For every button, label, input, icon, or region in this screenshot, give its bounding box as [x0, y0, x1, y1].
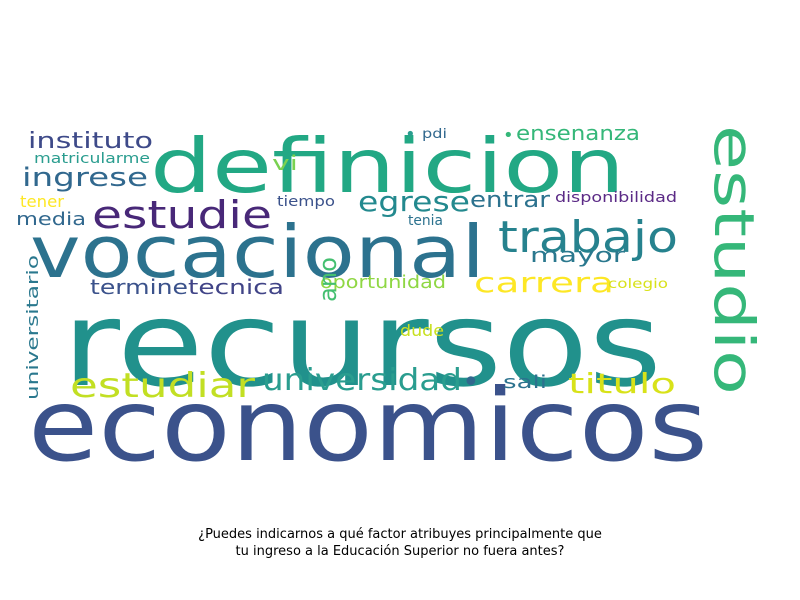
word-tenia: tenia [408, 213, 443, 229]
word-disponibilidad: disponibilidad [555, 190, 677, 206]
caption-line-1: ¿Puedes indicarnos a qué factor atribuye… [198, 527, 602, 542]
word-oportunidad: oportunidad [320, 272, 446, 293]
word-universidad: universidad [262, 363, 462, 398]
word-ingrese: ingrese [22, 163, 148, 193]
word-entrar: entrar [470, 188, 551, 213]
word-estudie: estudie [92, 193, 272, 237]
word-pdi: pdi [422, 127, 447, 142]
word-dot: • [405, 124, 416, 145]
word-ensenanza: ensenanza [516, 121, 640, 145]
word-ano: ano [314, 257, 342, 302]
word-vocacional: vocacional [30, 210, 485, 294]
word-carrera: carrera [474, 266, 614, 299]
word-termine: termine [90, 275, 188, 299]
word-tener: tener [20, 192, 64, 211]
word-vi: vi [272, 151, 298, 175]
word-dude: dude [400, 321, 444, 340]
word-trabajo: trabajo [498, 212, 678, 263]
caption-line-2: tu ingreso a la Educación Superior no fu… [235, 544, 565, 559]
word-dot: • [462, 365, 480, 400]
word-estudio: estudio [702, 125, 766, 395]
word-egrese: egrese [358, 185, 470, 218]
word-instituto: instituto [28, 129, 153, 154]
figure-caption: ¿Puedes indicarnos a qué factor atribuye… [100, 526, 700, 560]
word-universitario: universitario [23, 255, 42, 400]
word-media: media [16, 209, 86, 230]
word-economicos: economicos [28, 367, 708, 484]
word-estudiar: estudiar [70, 366, 255, 406]
word-tiempo: tiempo [277, 194, 335, 210]
word-definicion: definicion [150, 122, 625, 210]
word-matricularme: matricularme [34, 151, 150, 167]
word-tecnica: tecnica [188, 275, 284, 299]
word-colegio: colegio [608, 277, 668, 292]
word-titulo: titulo [568, 367, 676, 400]
word-sali: sali [503, 372, 547, 393]
word-recursos: recursos [62, 275, 662, 413]
word-dot: • [503, 125, 514, 146]
word-mayor: mayor [530, 243, 626, 267]
